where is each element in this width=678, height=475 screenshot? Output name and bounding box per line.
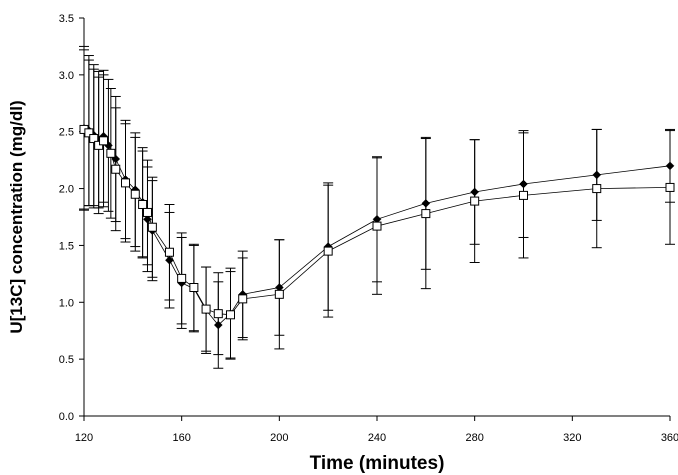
series-2-point (147, 222, 157, 232)
y-axis-ticks: 0.0 0.5 1.0 1.5 2.0 2.5 3.0 3.5 (59, 13, 84, 423)
x-tick-label: 320 (563, 432, 581, 444)
x-tick-label: 360 (661, 432, 678, 444)
series-2-point (470, 196, 480, 206)
series-1-point (143, 214, 152, 224)
series-1-point (470, 187, 480, 197)
series-2-point (201, 304, 211, 314)
y-tick-label: 0.5 (59, 354, 74, 366)
series-2-point (111, 164, 121, 174)
x-tick-label: 160 (172, 432, 190, 444)
x-tick-label: 200 (270, 432, 288, 444)
series-2-point (665, 182, 675, 192)
series-2-point (421, 209, 431, 219)
series-1-point (421, 199, 431, 208)
series-2-point (121, 178, 131, 188)
x-axis-ticks: 120 160 200 240 280 320 360 (75, 416, 678, 444)
x-axis-title: Time (minutes) (310, 453, 445, 474)
y-tick-label: 2.5 (59, 127, 74, 139)
y-tick-label: 0.0 (59, 411, 74, 423)
series-2-point (94, 140, 104, 150)
series-1-point (213, 320, 223, 330)
y-tick-label: 1.5 (59, 240, 74, 252)
series-2-point (238, 294, 248, 304)
series-2-point (84, 128, 94, 138)
x-tick-label: 120 (75, 432, 93, 444)
series-1-point (519, 179, 528, 189)
series-1-point (592, 170, 602, 180)
x-tick-label: 280 (465, 432, 483, 444)
series-2-point (164, 247, 174, 257)
series-2-point (106, 148, 116, 158)
y-tick-label: 3.5 (59, 13, 74, 25)
series-2-point (138, 199, 148, 209)
series-2-point (323, 246, 333, 256)
x-tick-label: 240 (368, 432, 386, 444)
series-2-point (177, 273, 187, 283)
series-2-point (142, 207, 152, 217)
series-2-point (372, 221, 382, 231)
y-tick-label: 1.0 (59, 297, 74, 309)
series-2-point (89, 134, 99, 144)
series-2-point (189, 283, 199, 293)
series-2-point (99, 136, 109, 146)
series-2-point (226, 310, 235, 320)
series-2-point (592, 184, 602, 194)
series-1-point (165, 255, 174, 265)
series-2-point (130, 189, 140, 199)
y-tick-label: 2.0 (59, 184, 74, 196)
y-tick-label: 3.0 (59, 70, 74, 82)
series-2-point (519, 190, 528, 200)
series-1-point (665, 161, 675, 171)
y-axis-title: U[13C] concentration (mg/dl) (7, 100, 26, 333)
series-layer (79, 45, 675, 369)
series-2-point (274, 289, 284, 299)
series-2-point (213, 309, 223, 319)
